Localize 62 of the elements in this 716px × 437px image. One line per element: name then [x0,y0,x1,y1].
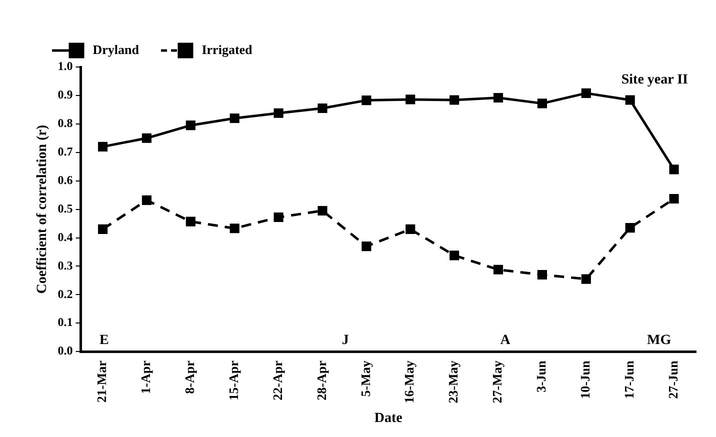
x-tick-label: 16-May [402,360,417,404]
annotation: MG [647,333,672,348]
point [230,224,240,234]
point [625,95,635,105]
point [669,194,679,204]
y-tick-label: 0.2 [58,286,73,301]
x-tick-label: 27-Jun [665,360,680,399]
y-tick-label: 0.0 [58,344,73,358]
point [274,212,284,222]
legend-label: Dryland [90,42,140,57]
annotation: Site year II [621,72,688,88]
point [406,94,416,104]
point [142,195,152,205]
y-tick-label: 1.0 [58,59,73,74]
annotation: A [500,333,512,348]
point [230,113,240,124]
y-tick-label: 0.1 [58,315,73,330]
x-tick-label: 10-Jun [578,360,592,399]
point [406,224,416,234]
point [274,108,284,118]
y-tick-label: 0.7 [58,144,73,158]
x-tick-label: 5-May [358,360,373,397]
point [581,274,591,284]
y-tick-label: 0.6 [58,172,73,187]
point [493,264,504,274]
x-axis-title: Date [374,411,402,426]
y-tick-label: 0.4 [58,230,73,244]
point [581,88,591,98]
point [450,250,460,260]
point [362,242,372,252]
point [142,133,152,143]
point [98,224,108,234]
x-tick-label: 28-Apr [314,360,329,400]
y-axis-title: Coefficient of correlation (r) [35,124,50,294]
point [318,103,328,114]
point [98,142,108,152]
x-tick-label: 15-Apr [226,360,241,400]
x-tick-label: 22-Apr [270,360,285,400]
x-tick-label: 17-Jun [621,360,636,399]
annotation: E [100,333,109,348]
point [186,120,196,130]
x-tick-label: 27-May [490,360,505,404]
point [669,164,679,174]
point [186,216,196,226]
y-tick-label: 0.9 [58,88,73,102]
point [362,96,372,106]
x-tick-label: 8-Apr [182,360,198,394]
x-tick-label: 23-May [446,360,461,404]
point [625,223,635,233]
point [537,98,547,108]
x-tick-label: 21-Mar [94,360,110,402]
point [450,95,460,105]
point [318,206,328,216]
legend-label: Irrigated [198,42,254,57]
annotation: J [342,333,349,348]
point [537,270,547,280]
y-tick-label: 0.8 [58,116,73,130]
y-tick-label: 0.3 [58,258,73,272]
point [493,92,504,103]
x-tick-label: 3-Jun [534,360,549,392]
x-tick-label: 1-Apr [138,360,154,394]
y-tick-label: 0.5 [58,201,73,216]
